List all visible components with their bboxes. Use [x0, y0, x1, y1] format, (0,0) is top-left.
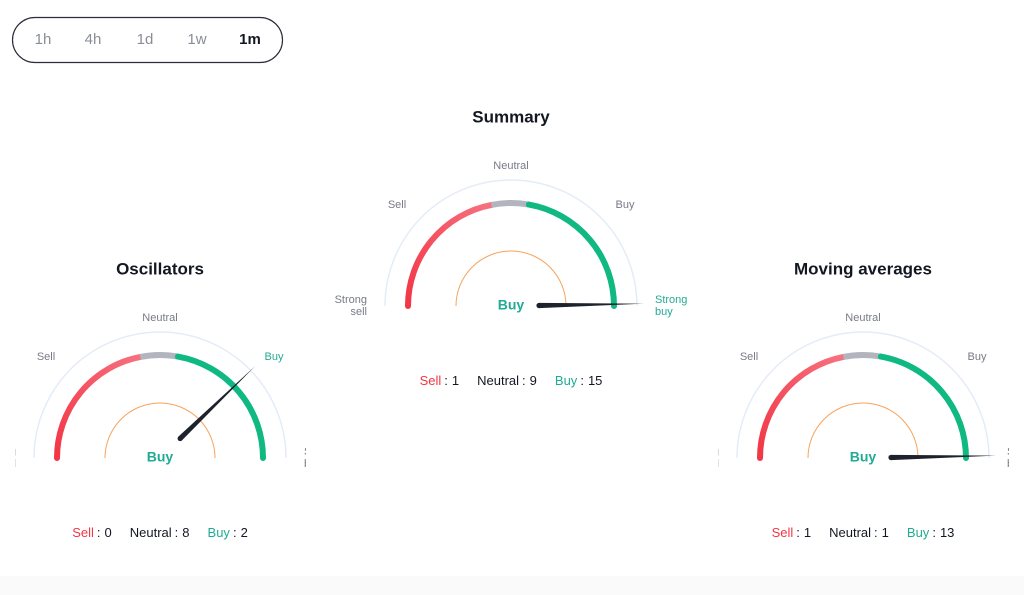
label-neutral: Neutral [493, 160, 528, 172]
timeframe-option[interactable]: 1h [35, 31, 52, 48]
count-separator: : [97, 525, 101, 540]
outer-arc [384, 179, 638, 307]
sell-arc [54, 353, 144, 461]
buy-arc [877, 353, 969, 461]
sell-arc [757, 353, 847, 461]
gauge: OscillatorsNeutralSellBuyStrongsellStron… [0, 259, 336, 470]
gauge-reading: Buy [147, 449, 174, 465]
label-strong-buy: buy [304, 458, 322, 470]
label-strong-sell: sell [350, 306, 367, 318]
neutral-arc [490, 200, 530, 208]
timeframe-option[interactable]: 1m [239, 31, 261, 48]
gauge-title: Summary [472, 107, 550, 126]
count-label: Sell [772, 525, 794, 540]
count-label: Neutral [829, 525, 871, 540]
label-strong-sell: sell [702, 458, 719, 470]
count-separator: : [522, 373, 526, 388]
count-separator: : [444, 373, 448, 388]
count-value: 1 [882, 525, 889, 540]
count-label: Buy [208, 525, 231, 540]
count-separator: : [580, 373, 584, 388]
count-separator: : [796, 525, 800, 540]
label-strong-buy: buy [1007, 458, 1024, 470]
needle-base [536, 302, 542, 309]
count-label: Sell [420, 373, 442, 388]
count-value: 2 [241, 525, 248, 540]
timeframe-option[interactable]: 1w [187, 31, 206, 48]
label-sell: Sell [740, 351, 758, 363]
count-separator: : [233, 525, 237, 540]
label-neutral: Neutral [845, 312, 880, 324]
label-sell: Sell [37, 351, 55, 363]
needle-base [888, 454, 894, 461]
label-buy: Buy [265, 351, 284, 363]
count-label: Sell [72, 525, 94, 540]
label-strong-sell: Strong [687, 446, 719, 458]
counts: Sell:0 Neutral:8 Buy:2 [72, 525, 248, 540]
sell-arc [405, 201, 495, 309]
count-value: 15 [588, 373, 602, 388]
counts: Sell:1 Neutral:1 Buy:13 [772, 525, 955, 540]
count-label: Neutral [477, 373, 519, 388]
gauge-reading: Buy [498, 297, 525, 313]
count-separator: : [175, 525, 179, 540]
label-sell: Sell [388, 199, 406, 211]
count-value: 1 [452, 373, 459, 388]
needle [890, 454, 996, 461]
inner-arc [807, 402, 919, 459]
gauge-title: Oscillators [116, 259, 204, 278]
count-value: 8 [182, 525, 189, 540]
label-neutral: Neutral [142, 312, 177, 324]
count-label: Neutral [130, 525, 172, 540]
count-value: 1 [804, 525, 811, 540]
buy-arc [174, 353, 266, 461]
counts: Sell:1 Neutral:9 Buy:15 [420, 373, 603, 388]
label-buy: Buy [616, 199, 635, 211]
needle-base [177, 435, 183, 442]
outer-arc [33, 331, 287, 459]
count-value: 0 [105, 525, 112, 540]
buy-arc [525, 201, 617, 309]
gauge-reading: Buy [850, 449, 877, 465]
label-buy: Buy [968, 351, 987, 363]
timeframe-option[interactable]: 4h [85, 31, 102, 48]
count-label: Buy [555, 373, 578, 388]
timeframe-option[interactable]: 1d [137, 31, 154, 48]
outer-arc [736, 331, 990, 459]
label-strong-buy: Strong [304, 446, 336, 458]
count-separator: : [874, 525, 878, 540]
timeframe-switcher [11, 16, 284, 64]
count-label: Buy [907, 525, 930, 540]
label-strong-sell: Strong [0, 446, 16, 458]
count-separator: : [932, 525, 936, 540]
gauge-title: Moving averages [794, 259, 932, 278]
label-strong-buy: buy [655, 306, 673, 318]
inner-arc [455, 250, 567, 307]
needle [178, 365, 256, 441]
label-strong-buy: Strong [1007, 446, 1024, 458]
inner-arc [104, 402, 216, 459]
label-strong-sell: sell [0, 458, 16, 470]
needle [538, 302, 644, 309]
neutral-arc [139, 352, 179, 360]
footer-band [0, 576, 1024, 595]
count-value: 13 [940, 525, 954, 540]
label-strong-buy: Strong [655, 294, 687, 306]
neutral-arc [842, 352, 882, 360]
count-value: 9 [530, 373, 537, 388]
label-strong-sell: Strong [335, 294, 367, 306]
